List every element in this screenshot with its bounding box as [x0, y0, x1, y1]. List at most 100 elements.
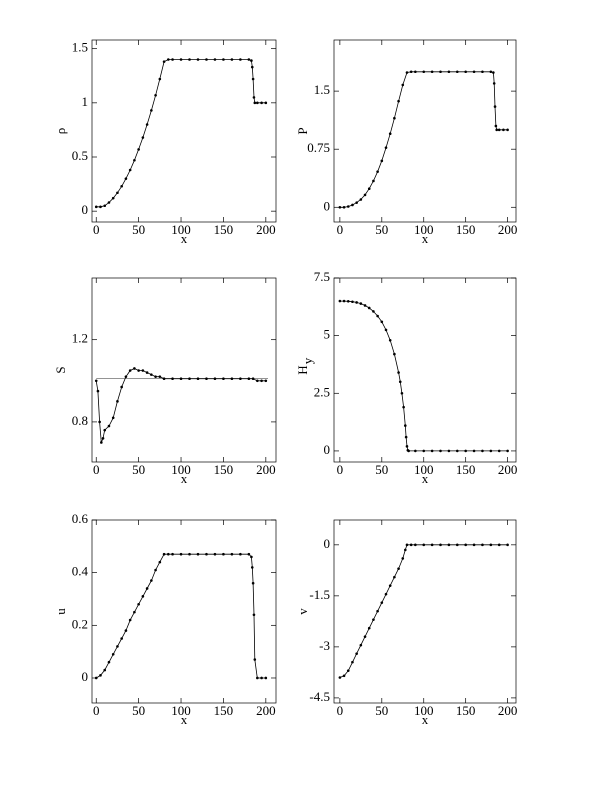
data-point — [372, 618, 375, 621]
data-point — [252, 613, 256, 617]
y-tick-label: 5 — [324, 327, 331, 342]
y-tick-label: -3 — [319, 638, 330, 653]
data-point — [481, 70, 484, 74]
x-tick-label: 0 — [337, 703, 344, 718]
data-point — [402, 405, 405, 409]
data-point — [388, 338, 392, 342]
data-point — [481, 543, 484, 547]
data-point — [124, 375, 128, 378]
plot-frame — [91, 39, 277, 223]
data-point — [133, 610, 136, 614]
x-tick-label: 50 — [375, 222, 388, 237]
data-point — [179, 377, 183, 381]
x-tick-label: 200 — [498, 462, 518, 477]
data-point — [205, 377, 208, 381]
data-point — [464, 543, 467, 547]
y-tick-label: 0.6 — [72, 511, 89, 526]
data-point — [116, 191, 119, 195]
data-point — [455, 449, 459, 453]
y-tick-label: 2.5 — [314, 384, 330, 399]
data-point — [179, 552, 183, 556]
y-axis-label: ρ — [53, 128, 68, 135]
data-point — [439, 543, 442, 547]
data-point — [506, 449, 509, 453]
data-point — [372, 179, 375, 183]
y-tick-label: 0 — [324, 198, 331, 213]
data-point — [222, 377, 225, 381]
data-point — [205, 552, 208, 556]
data-point — [398, 380, 402, 384]
data-point — [101, 437, 105, 440]
data-point — [253, 101, 257, 105]
data-point — [116, 645, 119, 648]
y-tick-label: 1.5 — [72, 40, 88, 55]
plot-frame — [91, 519, 277, 704]
data-point — [96, 389, 100, 393]
data-point — [188, 552, 191, 556]
data-point — [103, 428, 107, 432]
y-tick-label: 0 — [324, 442, 331, 457]
x-tick-label: 100 — [414, 222, 434, 237]
data-point — [260, 676, 263, 680]
data-point — [120, 184, 123, 188]
data-point — [359, 198, 363, 201]
x-tick-label: 100 — [171, 462, 191, 477]
data-point — [376, 170, 379, 173]
y-tick-label: 0.4 — [72, 564, 89, 579]
data-point — [430, 543, 434, 547]
data-point — [213, 58, 217, 61]
x-tick-label: 150 — [456, 462, 476, 477]
data-point — [405, 445, 409, 448]
data-point — [167, 58, 170, 61]
y-tick-label: 1 — [82, 94, 89, 109]
data-point — [384, 146, 388, 149]
data-point — [230, 377, 234, 381]
data-point — [495, 128, 499, 132]
data-point — [497, 449, 501, 453]
x-tick-label: 0 — [93, 222, 100, 237]
x-axis-label: x — [181, 712, 188, 727]
data-point — [384, 592, 388, 596]
y-tick-label: -4.5 — [309, 689, 330, 704]
data-point — [196, 58, 200, 61]
data-point — [179, 58, 183, 61]
data-point — [489, 543, 493, 547]
data-point — [422, 449, 426, 453]
data-point — [380, 601, 384, 604]
y-tick-label: 1.2 — [72, 331, 88, 346]
plot-frame — [91, 277, 277, 463]
data-point — [363, 304, 367, 307]
x-tick-label: 0 — [93, 462, 100, 477]
x-tick-label: 200 — [256, 703, 276, 718]
plot-frame — [333, 277, 517, 463]
data-point — [256, 379, 259, 383]
data-point — [247, 552, 251, 556]
x-tick-label: 100 — [414, 462, 434, 477]
data-point — [342, 205, 346, 209]
data-point — [145, 587, 149, 590]
data-point — [111, 416, 115, 420]
x-tick-label: 200 — [498, 222, 518, 237]
y-tick-label: 0 — [324, 536, 331, 551]
data-point — [489, 449, 493, 453]
y-axis-label-subscript: y — [300, 357, 315, 364]
x-tick-label: 50 — [132, 222, 145, 237]
data-point — [447, 70, 451, 74]
data-point — [239, 552, 242, 556]
data-point — [380, 159, 384, 163]
y-tick-label: 0.2 — [72, 616, 88, 631]
data-point — [492, 71, 495, 74]
data-point — [464, 449, 467, 453]
x-tick-label: 50 — [132, 462, 145, 477]
data-point — [351, 660, 354, 664]
data-point — [422, 70, 426, 74]
data-point — [256, 101, 259, 105]
data-point — [158, 77, 162, 81]
data-point — [497, 128, 501, 132]
data-point — [145, 123, 149, 126]
data-point — [260, 379, 263, 383]
x-tick-label: 0 — [93, 703, 100, 718]
data-point — [363, 193, 367, 197]
data-point — [506, 128, 509, 132]
data-point — [222, 58, 225, 61]
